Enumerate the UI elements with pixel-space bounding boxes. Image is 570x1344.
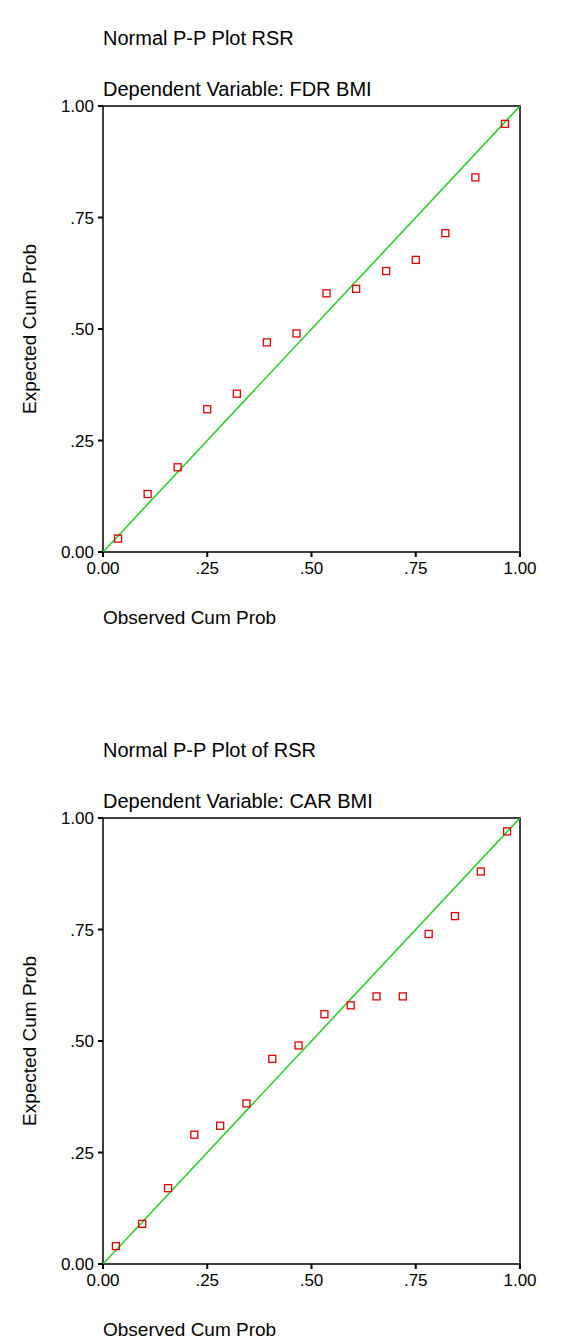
point xyxy=(295,1042,302,1049)
y-tick xyxy=(98,929,103,931)
x-tick xyxy=(519,1264,521,1269)
point xyxy=(477,868,484,875)
data-area xyxy=(103,106,520,552)
point xyxy=(269,1055,276,1062)
x-tick-label: .25 xyxy=(195,1271,219,1290)
x-tick xyxy=(519,552,521,557)
reference-line xyxy=(103,818,520,1264)
y-tick-label: .50 xyxy=(70,320,94,339)
point xyxy=(321,1011,328,1018)
y-tick xyxy=(98,1040,103,1042)
point xyxy=(112,1243,119,1250)
x-tick-label: .75 xyxy=(404,1271,428,1290)
point xyxy=(472,174,479,181)
x-tick-label: 1.00 xyxy=(503,1271,536,1290)
point xyxy=(504,828,511,835)
point xyxy=(191,1131,198,1138)
y-tick-label: 0.00 xyxy=(61,1255,94,1274)
y-axis-title: Expected Cum Prob xyxy=(19,244,40,414)
x-tick xyxy=(206,552,208,557)
point xyxy=(233,390,240,397)
point xyxy=(425,930,432,937)
point xyxy=(293,330,300,337)
point xyxy=(165,1185,172,1192)
y-tick xyxy=(98,440,103,442)
x-tick-label: .25 xyxy=(195,559,219,578)
y-tick xyxy=(98,105,103,107)
data-area xyxy=(103,818,520,1264)
y-tick-label: .50 xyxy=(70,1032,94,1051)
point xyxy=(412,256,419,263)
x-tick xyxy=(206,1264,208,1269)
y-axis-title: Expected Cum Prob xyxy=(19,956,40,1126)
point xyxy=(451,913,458,920)
y-tick-label: .75 xyxy=(70,921,94,940)
point xyxy=(501,120,508,127)
point xyxy=(399,993,406,1000)
x-tick-label: .50 xyxy=(300,559,324,578)
x-tick-label: 1.00 xyxy=(503,559,536,578)
point xyxy=(144,491,151,498)
title: Normal P-P Plot RSR xyxy=(103,27,294,49)
chart-panel: Normal P-P Plot RSR Dependent Variable: F… xyxy=(19,27,537,628)
x-tick xyxy=(311,1264,313,1269)
y-tick xyxy=(98,217,103,219)
y-tick xyxy=(98,328,103,330)
point xyxy=(217,1122,224,1129)
point xyxy=(442,230,449,237)
x-axis-title: Observed Cum Prob xyxy=(103,1319,276,1340)
point xyxy=(263,339,270,346)
page: Normal P-P Plot RSR Dependent Variable: F… xyxy=(0,0,570,1344)
point xyxy=(139,1220,146,1227)
plot-frame xyxy=(103,106,520,552)
point xyxy=(323,290,330,297)
point xyxy=(204,406,211,413)
subtitle: Dependent Variable: FDR BMI xyxy=(103,78,372,100)
chart-panel: Normal P-P Plot of RSR Dependent Variable… xyxy=(19,739,537,1340)
point xyxy=(243,1100,250,1107)
subtitle: Dependent Variable: CAR BMI xyxy=(103,790,373,812)
x-tick-label: .50 xyxy=(300,1271,324,1290)
x-tick xyxy=(311,552,313,557)
point xyxy=(373,993,380,1000)
title: Normal P-P Plot of RSR xyxy=(103,739,316,761)
point xyxy=(115,535,122,542)
y-tick xyxy=(98,817,103,819)
point xyxy=(347,1002,354,1009)
y-tick-label: 1.00 xyxy=(61,809,94,828)
x-tick-label: .75 xyxy=(404,559,428,578)
y-tick-label: .25 xyxy=(70,432,94,451)
y-tick xyxy=(98,1263,103,1265)
point xyxy=(353,285,360,292)
plot-frame xyxy=(103,818,520,1264)
y-tick xyxy=(98,1152,103,1154)
x-axis-title: Observed Cum Prob xyxy=(103,607,276,628)
y-tick xyxy=(98,551,103,553)
y-tick-label: 1.00 xyxy=(61,97,94,116)
reference-line xyxy=(103,106,520,552)
point xyxy=(174,464,181,471)
x-tick xyxy=(415,1264,417,1269)
y-tick-label: 0.00 xyxy=(61,543,94,562)
y-tick-label: .25 xyxy=(70,1144,94,1163)
x-tick xyxy=(415,552,417,557)
point xyxy=(383,268,390,275)
y-tick-label: .75 xyxy=(70,209,94,228)
